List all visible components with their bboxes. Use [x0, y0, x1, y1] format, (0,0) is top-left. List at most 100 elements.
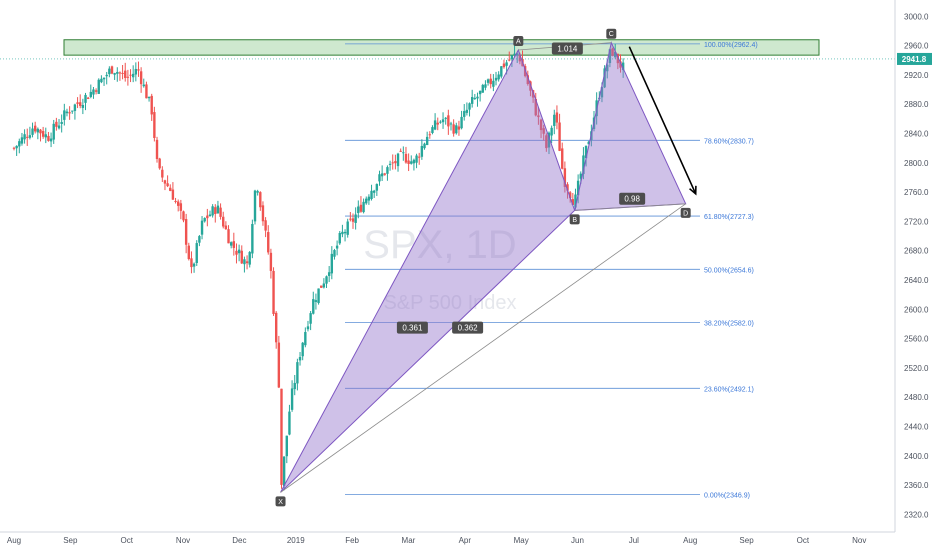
fib-level-label: 50.00%(2654.6): [704, 267, 754, 274]
candle-body: [341, 231, 344, 235]
candle-body: [102, 77, 106, 80]
candle-body: [214, 207, 217, 214]
candle-body: [476, 96, 479, 99]
candle-body: [542, 128, 545, 134]
candle-body: [52, 123, 55, 140]
x-tick-label: Mar: [402, 536, 416, 545]
candle-body: [86, 97, 90, 99]
y-tick-label: 2600.0: [904, 305, 929, 314]
fib-level-label: 78.60%(2830.7): [704, 138, 754, 145]
candle-body: [508, 59, 511, 61]
candle-body: [222, 216, 225, 227]
candle-body: [365, 198, 368, 204]
candle-body: [105, 74, 108, 77]
candle-body: [89, 91, 93, 97]
pattern-triangle-xab[interactable]: [280, 48, 576, 493]
candle-body: [425, 136, 429, 146]
candle-body: [545, 135, 548, 149]
pattern-point-badge: [275, 496, 286, 507]
candle-body: [500, 66, 503, 77]
candle-body: [174, 200, 177, 202]
candle-body: [264, 220, 267, 231]
projection-arrow-line[interactable]: [628, 46, 697, 195]
y-tick-label: 2880.0: [904, 100, 929, 109]
candle-body: [113, 73, 116, 75]
ratio-badge: [452, 321, 484, 334]
candle-body: [23, 134, 26, 140]
candle-body: [200, 220, 204, 235]
candle-body: [518, 54, 522, 62]
candle-body: [412, 159, 416, 164]
candle-body: [269, 252, 273, 271]
ratio-badge: [619, 192, 646, 205]
x-tick-label: May: [514, 536, 529, 545]
candle-body: [420, 145, 424, 157]
candle-body: [81, 105, 85, 108]
candle-body: [97, 79, 100, 94]
candle-body: [558, 122, 561, 151]
candle-body: [267, 232, 270, 253]
candle-body: [317, 288, 320, 304]
ratio-label: 0.361: [402, 324, 423, 333]
candle-body: [161, 169, 164, 178]
candle-body: [280, 388, 283, 485]
candle-body: [606, 64, 609, 72]
harmonic-pattern-layer[interactable]: X A B C D 0.361 0.362 1.014 0.98: [275, 28, 691, 507]
ratio-badge: [551, 42, 583, 55]
candle-body: [301, 342, 304, 357]
candle-body: [452, 124, 455, 134]
candle-body: [63, 110, 66, 120]
pattern-point-badge: [606, 28, 617, 39]
fib-level-label: 23.60%(2492.1): [704, 386, 754, 393]
candle-body: [232, 241, 236, 248]
candle-body: [158, 158, 161, 169]
candle-body: [304, 332, 307, 346]
ratio-label: 1.014: [557, 45, 578, 54]
candle-body: [534, 98, 537, 116]
candle-body: [621, 62, 625, 71]
candle-body: [187, 245, 190, 260]
candle-body: [60, 122, 63, 124]
candle-body: [489, 78, 492, 85]
projection-arrow-layer[interactable]: [628, 46, 697, 196]
x-tick-label: Apr: [459, 536, 472, 545]
candle-body: [192, 263, 196, 267]
candle-body: [314, 300, 318, 302]
candle-body: [526, 75, 529, 84]
x-tick-label: Sep: [739, 536, 754, 545]
candle-body: [177, 201, 180, 206]
candle-body: [47, 135, 50, 141]
candle-body: [224, 225, 228, 230]
pattern-line-bd: [574, 203, 686, 211]
candle-body: [296, 362, 299, 384]
candle-body: [248, 252, 251, 265]
pattern-point-badge: [680, 207, 691, 218]
candle-body: [261, 205, 265, 222]
candle-body: [49, 138, 53, 142]
candle-body: [155, 139, 159, 159]
candle-body: [333, 250, 336, 257]
candle-body: [251, 223, 254, 254]
candle-body: [76, 102, 79, 104]
candle-body: [516, 53, 519, 56]
candle-body: [147, 96, 151, 99]
candle-body: [410, 161, 413, 164]
candle-body: [92, 89, 95, 95]
candle-body: [394, 161, 397, 164]
projection-arrowhead[interactable]: [689, 185, 697, 196]
candle-body: [349, 218, 352, 220]
candle-body: [478, 90, 482, 95]
candle-body: [126, 76, 130, 78]
candle-body: [338, 232, 341, 244]
candle-body: [484, 84, 487, 88]
pattern-point-b: B: [572, 217, 577, 224]
candle-body: [359, 204, 363, 212]
fib-retracement-layer[interactable]: 100.00%(2962.4) 78.60%(2830.7) 61.80%(2727…: [345, 42, 758, 500]
candle-body: [423, 143, 426, 149]
candle-body: [274, 312, 278, 343]
y-tick-label: 2760.0: [904, 188, 929, 197]
candle-body: [166, 183, 169, 187]
candle-body: [12, 147, 16, 149]
pattern-line-xd: [280, 203, 686, 493]
